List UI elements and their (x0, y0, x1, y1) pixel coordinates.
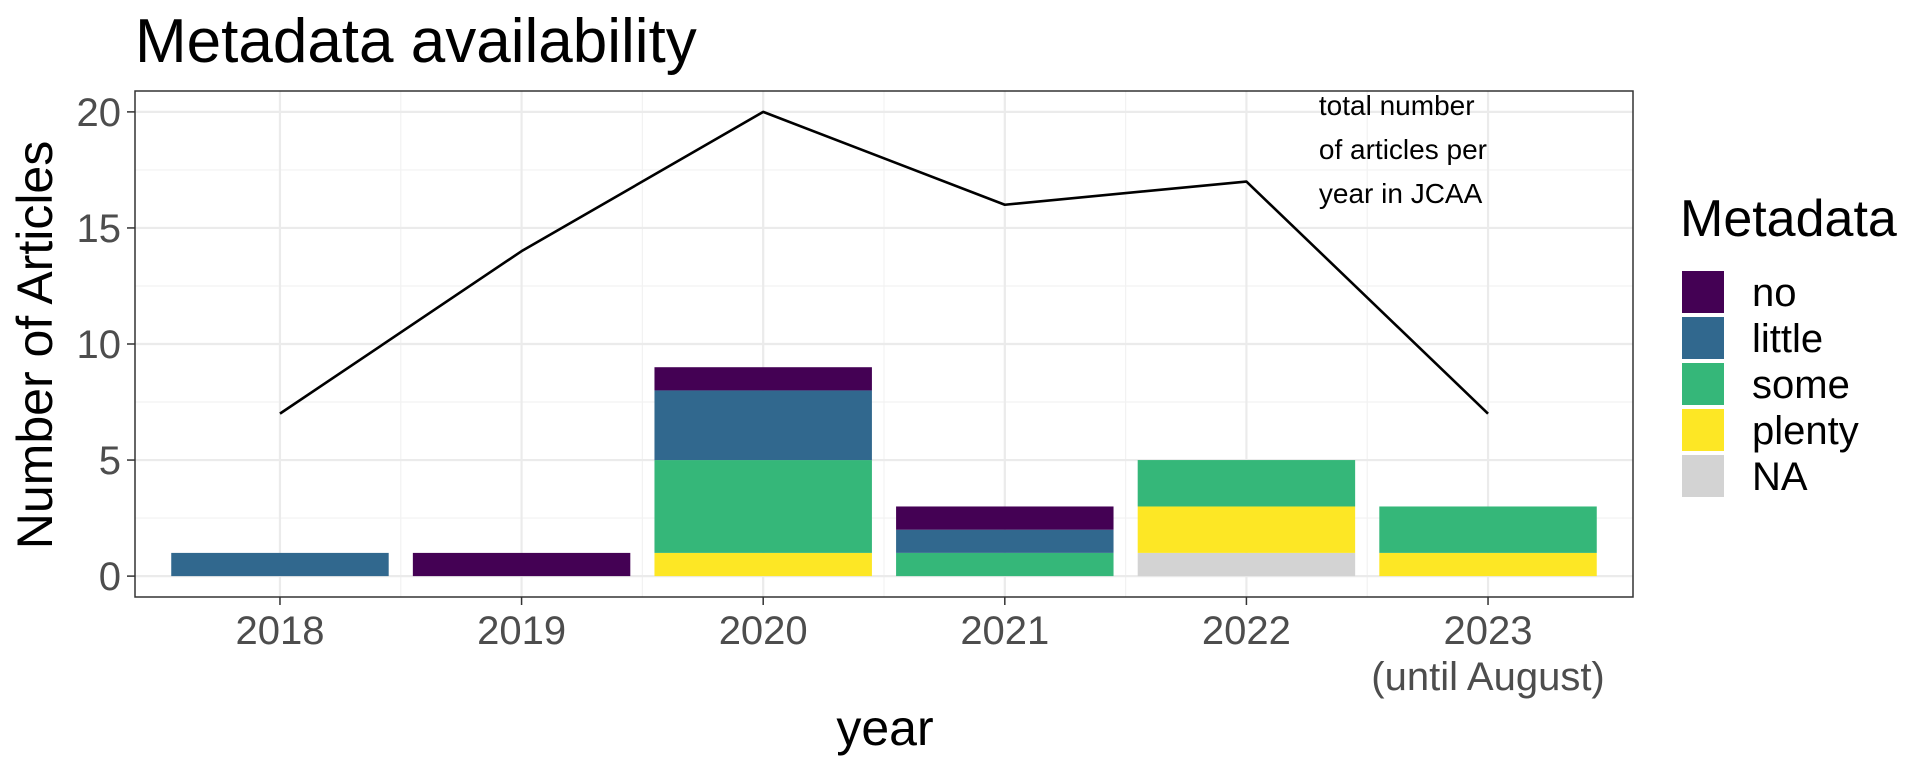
bar-segment-plenty-2022 (1137, 506, 1356, 553)
legend-key-no (1682, 271, 1724, 313)
bars (171, 367, 1597, 577)
y-axis-title: Number of Articles (7, 141, 63, 549)
annotation-line: of articles per (1319, 134, 1487, 165)
bar-segment-na-2022 (1137, 552, 1356, 577)
legend-label-plenty: plenty (1752, 409, 1859, 453)
x-axis: 2018 2019 2020 2021 2022 2023(until August) (235, 597, 1605, 699)
chart-title: Metadata availability (135, 7, 697, 76)
x-tick-sublabel: (until August) (1371, 655, 1604, 699)
legend-label-little: little (1752, 317, 1823, 361)
x-tick-label: 2023 (1444, 609, 1533, 653)
y-tick-label: 5 (99, 439, 121, 483)
x-axis-title: year (836, 700, 933, 756)
x-tick-label: 2022 (1202, 609, 1291, 653)
x-tick-label: 2018 (235, 609, 324, 653)
legend-label-no: no (1752, 271, 1797, 315)
bar-segment-some-2023 (1379, 506, 1597, 553)
y-tick-label: 20 (77, 91, 122, 135)
bar-segment-some-2021 (896, 552, 1114, 577)
annotation-line: total number (1319, 90, 1475, 121)
bar-segment-no-2019 (412, 552, 631, 577)
bar-segment-plenty-2023 (1379, 552, 1597, 577)
y-tick-label: 15 (77, 207, 122, 251)
bar-segment-little-2020 (654, 390, 872, 461)
bar-segment-no-2020 (654, 367, 872, 391)
legend-key-plenty (1682, 409, 1724, 451)
bar-segment-some-2020 (654, 460, 872, 553)
y-axis: 0 5 10 15 20 (77, 91, 135, 599)
legend-key-some (1682, 363, 1724, 405)
annotation-line: year in JCAA (1319, 178, 1483, 209)
y-tick-label: 0 (99, 555, 121, 599)
x-tick-label: 2019 (477, 609, 566, 653)
bar-segment-plenty-2020 (654, 552, 872, 577)
legend-key-na (1682, 455, 1724, 497)
y-tick-label: 10 (77, 323, 122, 367)
total-line (279, 110, 1489, 415)
bar-segment-no-2021 (896, 506, 1114, 530)
legend-label-some: some (1752, 363, 1850, 407)
legend-label-na: NA (1752, 455, 1808, 499)
bar-segment-some-2022 (1137, 460, 1356, 507)
total-articles-line (279, 110, 1489, 415)
bar-segment-little-2018 (171, 552, 389, 577)
bar-segment-little-2021 (896, 529, 1114, 553)
legend-title: Metadata (1680, 190, 1897, 248)
annotation: total number of articles per year in JCAA (1319, 90, 1487, 209)
x-tick-label: 2020 (719, 609, 808, 653)
legend-key-little (1682, 317, 1724, 359)
x-tick-label: 2021 (960, 609, 1049, 653)
